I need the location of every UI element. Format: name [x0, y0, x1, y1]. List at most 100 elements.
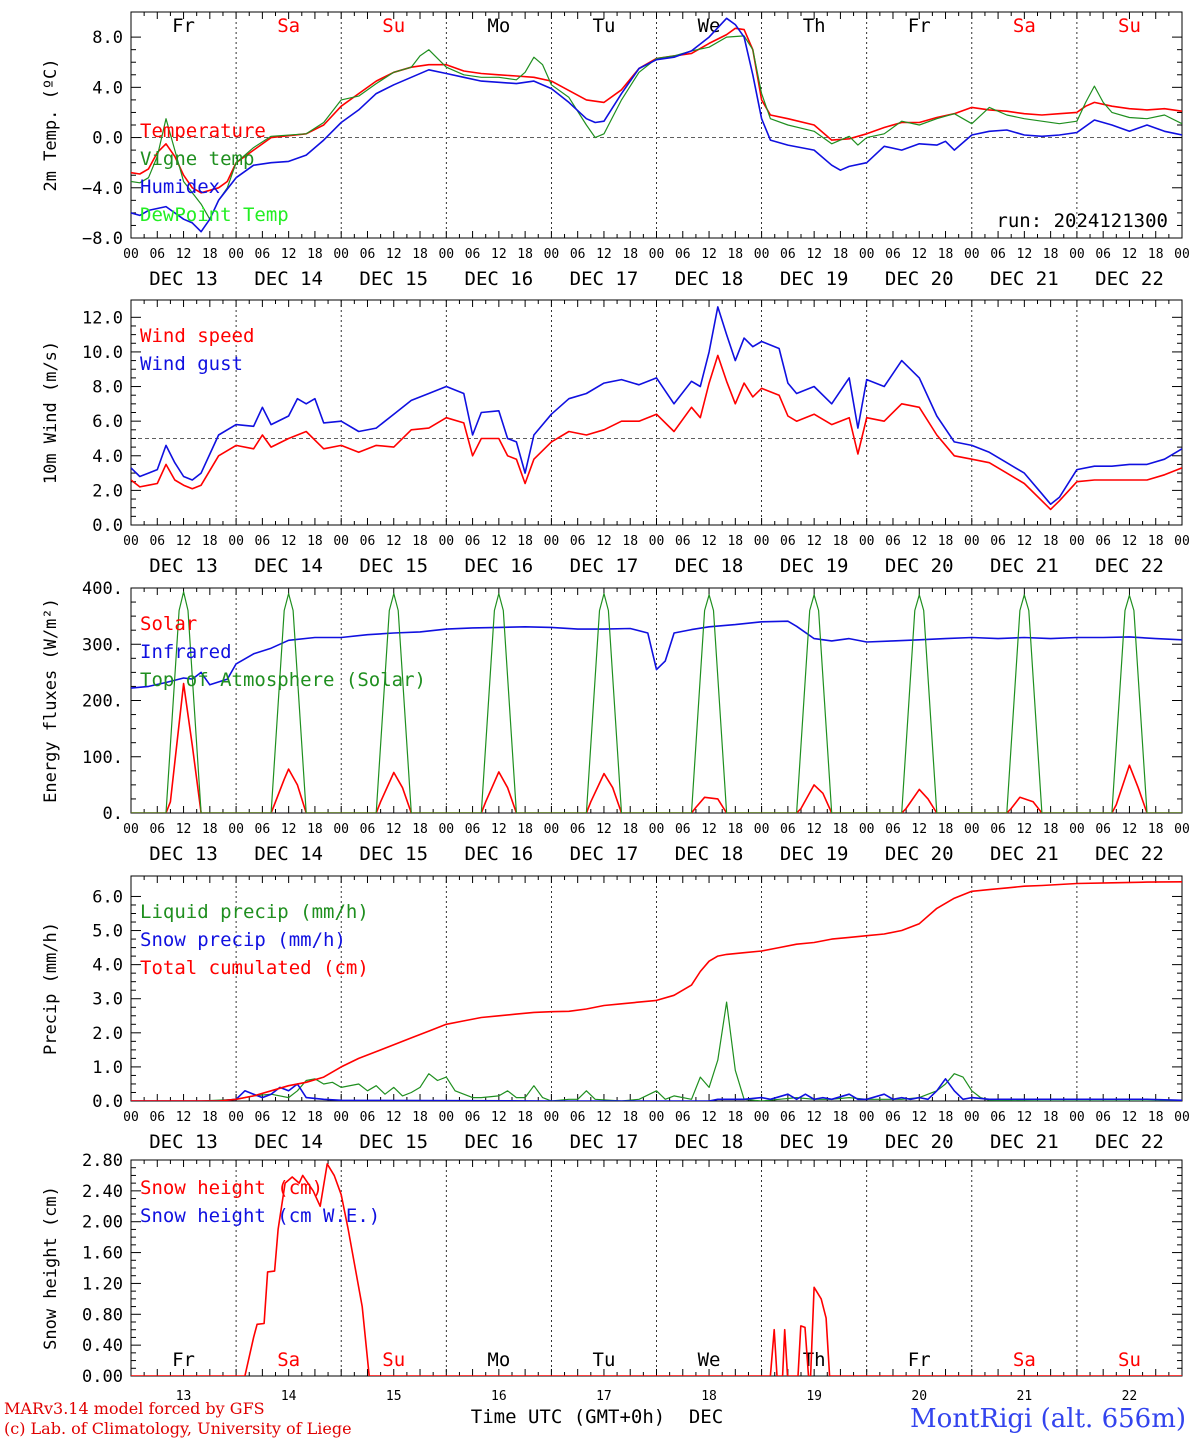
y-tick-label: 400.: [82, 579, 123, 599]
day-number-label: 16: [491, 1389, 507, 1404]
hour-tick-label: 12: [176, 247, 192, 262]
hour-tick-label: 18: [412, 1110, 428, 1125]
y-axis-title: 2m Temp. (ºC): [41, 58, 61, 191]
legend-entry: Wind gust: [140, 353, 243, 375]
hour-tick-label: 00: [333, 822, 349, 837]
hour-tick-label: 06: [149, 534, 165, 549]
hour-tick-label: 00: [123, 1110, 139, 1125]
hour-tick-label: 00: [1174, 1110, 1190, 1125]
day-name-label: Sa: [1013, 15, 1036, 37]
hour-tick-label: 18: [517, 534, 533, 549]
hour-tick-label: 06: [465, 534, 481, 549]
series-line-infrared: [131, 620, 1182, 689]
y-tick-label: 2.00: [82, 1213, 123, 1233]
date-label: DEC 22: [1095, 1131, 1164, 1153]
hour-tick-label: 06: [675, 247, 691, 262]
hour-tick-label: 12: [911, 1110, 927, 1125]
hour-tick-label: 06: [360, 247, 376, 262]
y-tick-label: 2.80: [82, 1151, 123, 1171]
hour-tick-label: 06: [675, 534, 691, 549]
hour-tick-label: 12: [176, 822, 192, 837]
hour-tick-label: 18: [412, 822, 428, 837]
day-number-label: 17: [596, 1389, 612, 1404]
date-label: DEC 19: [780, 268, 849, 290]
hour-tick-label: 00: [649, 822, 665, 837]
hour-tick-label: 18: [202, 822, 218, 837]
hour-tick-label: 00: [1069, 247, 1085, 262]
hour-tick-label: 18: [833, 534, 849, 549]
day-name-label: Th: [803, 15, 826, 37]
hour-tick-label: 00: [964, 1110, 980, 1125]
day-name-label: Fr: [908, 1349, 931, 1371]
date-label: DEC 22: [1095, 843, 1164, 865]
y-tick-label: −8.0: [82, 229, 123, 249]
date-label: DEC 18: [675, 843, 744, 865]
hour-tick-label: 00: [438, 534, 454, 549]
hour-tick-label: 18: [622, 534, 638, 549]
day-name-label: Mo: [487, 1349, 510, 1371]
hour-tick-label: 06: [570, 1110, 586, 1125]
hour-tick-label: 00: [649, 247, 665, 262]
day-number-label: 22: [1122, 1389, 1138, 1404]
date-label: DEC 15: [359, 1131, 428, 1153]
y-axis-title: Snow height (cm): [41, 1186, 61, 1350]
hour-tick-label: 06: [255, 822, 271, 837]
hour-tick-label: 06: [675, 1110, 691, 1125]
hour-tick-label: 18: [938, 534, 954, 549]
hour-tick-label: 00: [1174, 534, 1190, 549]
hour-tick-label: 06: [990, 1110, 1006, 1125]
date-label: DEC 16: [465, 268, 534, 290]
hour-tick-label: 18: [202, 1110, 218, 1125]
date-label: DEC 13: [149, 268, 218, 290]
date-label: DEC 17: [570, 268, 639, 290]
hour-tick-label: 00: [228, 1110, 244, 1125]
date-label: DEC 20: [885, 843, 954, 865]
hour-tick-label: 00: [754, 822, 770, 837]
hour-tick-label: 00: [754, 1110, 770, 1125]
hour-tick-label: 06: [570, 247, 586, 262]
hour-tick-label: 06: [360, 822, 376, 837]
hour-tick-label: 06: [255, 247, 271, 262]
hour-tick-label: 18: [1043, 1110, 1059, 1125]
hour-tick-label: 18: [727, 534, 743, 549]
y-tick-label: 4.0: [92, 447, 123, 467]
station-label: MontRigi (alt. 656m): [910, 1404, 1186, 1434]
hour-tick-label: 18: [622, 1110, 638, 1125]
y-tick-label: 0.00: [82, 1367, 123, 1387]
hour-tick-label: 12: [806, 822, 822, 837]
hour-tick-label: 12: [176, 534, 192, 549]
hour-tick-label: 00: [754, 247, 770, 262]
model-credit: MARv3.14 model forced by GFS: [4, 1399, 265, 1418]
hour-tick-label: 00: [123, 534, 139, 549]
hour-tick-label: 18: [307, 822, 323, 837]
hour-tick-label: 00: [1069, 534, 1085, 549]
y-tick-label: 4.0: [92, 78, 123, 98]
hour-tick-label: 00: [438, 822, 454, 837]
hour-tick-label: 12: [1017, 822, 1033, 837]
hour-tick-label: 12: [281, 1110, 297, 1125]
hour-tick-label: 12: [281, 247, 297, 262]
day-number-label: 19: [806, 1389, 822, 1404]
day-name-label: Fr: [908, 15, 931, 37]
date-label: DEC 16: [465, 843, 534, 865]
hour-tick-label: 18: [1148, 1110, 1164, 1125]
hour-tick-label: 06: [990, 534, 1006, 549]
hour-tick-label: 12: [386, 822, 402, 837]
hour-tick-label: 18: [517, 247, 533, 262]
time-axis-title: Time UTC (GMT+0h): [471, 1406, 665, 1428]
legend-entry: Solar: [140, 613, 197, 635]
hour-tick-label: 00: [544, 822, 560, 837]
hour-tick-label: 18: [938, 1110, 954, 1125]
y-axis-title: Precip (mm/h): [41, 922, 61, 1055]
hour-tick-label: 06: [1095, 247, 1111, 262]
hour-tick-label: 18: [412, 534, 428, 549]
hour-tick-label: 12: [806, 1110, 822, 1125]
hour-tick-label: 12: [701, 534, 717, 549]
hour-tick-label: 06: [780, 1110, 796, 1125]
hour-tick-label: 00: [333, 247, 349, 262]
hour-tick-label: 18: [622, 822, 638, 837]
day-number-label: 21: [1017, 1389, 1033, 1404]
y-tick-label: 6.0: [92, 412, 123, 432]
